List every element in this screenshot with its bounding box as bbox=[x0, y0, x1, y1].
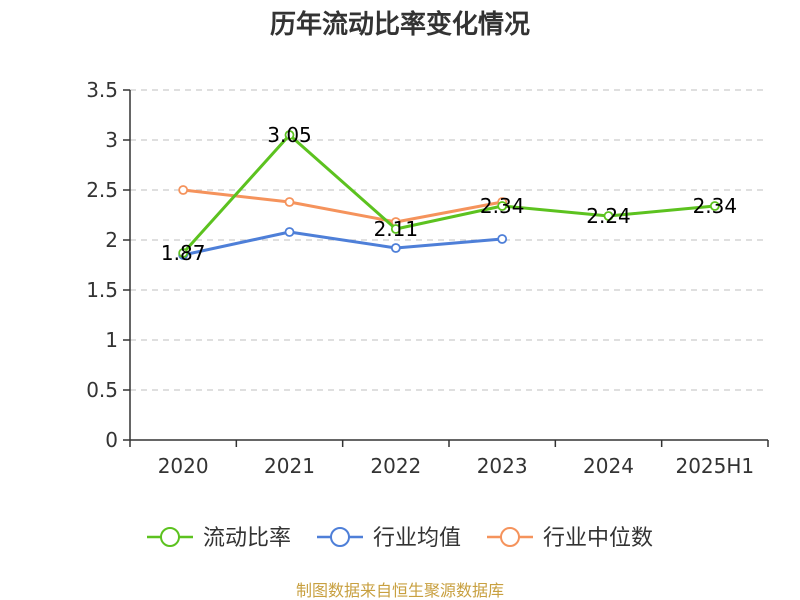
x-tick-label: 2023 bbox=[477, 454, 528, 478]
legend-marker-icon bbox=[500, 527, 520, 547]
data-label: 2.34 bbox=[480, 194, 525, 218]
data-point[interactable] bbox=[497, 234, 508, 244]
x-tick-label: 2025H1 bbox=[675, 454, 754, 478]
data-point[interactable] bbox=[497, 201, 508, 211]
x-tick-label: 2022 bbox=[370, 454, 421, 478]
legend[interactable]: 流动比率 行业均值 行业中位数 bbox=[147, 526, 653, 551]
y-tick-label: 0 bbox=[105, 428, 118, 452]
y-tick-label: 0.5 bbox=[86, 378, 118, 402]
data-point[interactable] bbox=[709, 201, 720, 211]
y-tick-label: 2 bbox=[105, 228, 118, 252]
y-tick-label: 2.5 bbox=[86, 178, 118, 202]
legend-marker-icon bbox=[160, 527, 180, 547]
data-point[interactable] bbox=[603, 211, 614, 221]
data-label: 2.11 bbox=[374, 217, 419, 241]
data-label: 2.34 bbox=[693, 194, 738, 218]
data-label: 2.24 bbox=[586, 204, 631, 228]
data-point[interactable] bbox=[390, 243, 401, 253]
data-labels: 1.87 3.05 2.11 2.34 2.24 2.34 bbox=[161, 123, 737, 265]
series-lines bbox=[178, 130, 720, 260]
x-tick-label: 2021 bbox=[264, 454, 315, 478]
legend-label: 行业中位数 bbox=[543, 526, 653, 551]
data-point[interactable] bbox=[284, 227, 295, 237]
legend-item-0[interactable]: 流动比率 bbox=[147, 526, 291, 551]
data-label: 3.05 bbox=[267, 123, 312, 147]
legend-marker-icon bbox=[330, 527, 350, 547]
legend-label: 流动比率 bbox=[203, 526, 291, 551]
data-point[interactable] bbox=[390, 224, 401, 234]
axes: 0 0.5 1 1.5 2 2.5 3 3.5 2020 2021 2022 2023 2024 2025… bbox=[86, 78, 769, 478]
x-tick-label: 2020 bbox=[158, 454, 209, 478]
series-line-1 bbox=[182, 230, 503, 257]
series-line-0 bbox=[182, 133, 715, 255]
data-point[interactable] bbox=[284, 130, 295, 140]
y-tick-label: 3.5 bbox=[86, 78, 118, 102]
chart-title: 历年流动比率变化情况 bbox=[270, 9, 530, 40]
data-point[interactable] bbox=[178, 248, 189, 258]
data-point[interactable] bbox=[284, 197, 295, 207]
data-point[interactable] bbox=[178, 185, 189, 195]
source-note: 制图数据来自恒生聚源数据库 bbox=[296, 581, 504, 600]
y-tick-label: 3 bbox=[105, 128, 118, 152]
legend-item-2[interactable]: 行业中位数 bbox=[487, 526, 653, 551]
grid-lines bbox=[130, 89, 768, 391]
x-tick-label: 2024 bbox=[583, 454, 634, 478]
legend-label: 行业均值 bbox=[373, 526, 461, 551]
y-tick-label: 1.5 bbox=[86, 278, 118, 302]
legend-item-1[interactable]: 行业均值 bbox=[317, 526, 461, 551]
y-tick-label: 1 bbox=[105, 328, 118, 352]
data-label: 1.87 bbox=[161, 241, 206, 265]
